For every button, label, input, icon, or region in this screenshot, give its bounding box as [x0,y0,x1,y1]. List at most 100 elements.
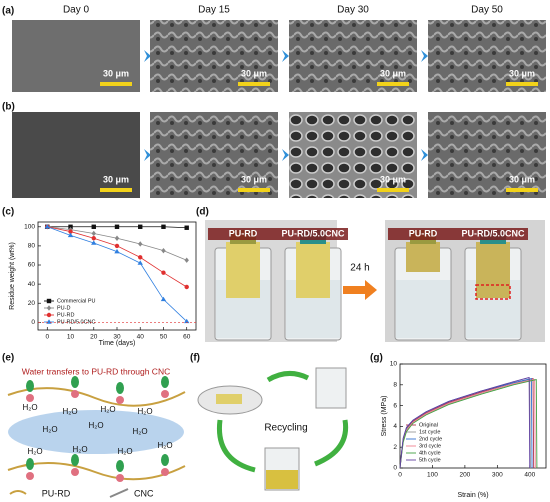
day-label: Day 50 [471,5,503,16]
marker [44,224,50,229]
panel-label: (g) [370,353,383,364]
legend-label: Commercial PU [57,298,96,304]
scale-bar [377,188,409,192]
group [71,390,79,398]
scale-bar-label: 30 μm [380,68,406,78]
y-tick-label: 20 [28,300,36,307]
group [26,380,34,392]
y-tick-label: 60 [28,262,36,269]
day-label: Day 0 [63,5,90,16]
scale-bar [238,82,270,86]
molecule-label: H₂O [117,447,132,456]
y-tick-label: 2 [393,444,397,451]
x-tick-label: 300 [492,472,503,479]
chevron [282,50,289,62]
scale-bar-label: 30 μm [103,174,129,184]
legend-label: 3rd cycle [419,443,441,449]
group [71,376,79,388]
legend-label: PU-RD [57,312,74,318]
group [116,382,124,394]
molecule-label: H₂O [132,427,147,436]
water [396,280,450,338]
sem-image [12,112,140,198]
group [71,468,79,476]
x-tick-label: 40 [137,334,145,341]
scale-bar-label: 30 μm [103,68,129,78]
marker [91,230,96,237]
film [296,242,330,298]
marker [114,235,120,241]
x-axis-label: Time (days) [99,340,136,347]
cycle-arrow [266,371,310,383]
y-tick-label: 8 [393,382,397,389]
panel-label: (f) [190,353,200,364]
legend-marker [46,319,52,324]
group [116,460,124,472]
panel-label: (c) [2,207,14,218]
molecule-label: H₂O [62,407,77,416]
chevron [144,50,151,62]
scale-bar-label: 30 μm [380,174,406,184]
molecule-label: H₂O [137,407,152,416]
polymer-chain [7,462,186,481]
diagram-title: Water transfers to PU-RD through CNC [22,366,170,376]
marker [184,318,190,324]
series-line [47,226,187,261]
group [116,474,124,482]
scale-bar [100,188,132,192]
marker [91,224,96,229]
scale-bar [506,188,538,192]
marker [68,229,73,234]
y-tick-label: 0 [31,319,35,326]
marker [114,243,120,249]
marker [138,255,143,260]
molecule-label: H₂O [22,403,37,412]
y-axis-label: Residue weight (wt%) [9,242,16,310]
y-tick-label: 10 [390,361,398,368]
marker [184,284,189,290]
cycle-arrow [314,419,349,467]
marker [114,224,120,229]
y-tick-label: 100 [24,223,35,230]
film [476,242,510,298]
marker [161,247,166,254]
scale-bar-label: 30 μm [509,68,535,78]
legend-label: PU-RD/5.0CNC [57,319,96,325]
sample-label: PU-RD/5.0CNC [461,228,525,238]
legend-marker [46,305,52,311]
legend-icon [9,490,27,495]
marker [114,248,120,254]
legend-marker [46,298,52,304]
marker [91,236,96,241]
x-axis-label: Strain (%) [457,492,488,499]
legend-label: 2nd cycle [419,436,442,442]
chevron [144,149,151,161]
sem-image [150,112,278,198]
cnc-bundle [8,410,184,454]
legend-label: Original [419,422,438,428]
arrow [343,280,377,300]
molecule-label: H₂O [27,447,42,456]
group [71,454,79,466]
group [161,454,169,466]
beaker [315,367,347,409]
series-line [399,376,531,469]
group [26,472,34,480]
group [116,396,124,404]
tag-bg [278,228,348,240]
scale-bar-label: 30 μm [241,174,267,184]
group [161,376,169,388]
group [161,468,169,476]
highlight-box [475,284,511,300]
legend-text: CNC [134,488,154,498]
plot-frame [399,363,547,469]
legend-icon [109,488,129,498]
film [406,242,440,272]
sem-image [428,112,546,198]
panel-label: (d) [196,207,209,218]
scale-bar [100,82,132,86]
scale-bar-label: 30 μm [241,68,267,78]
legend-label: 4th cycle [419,450,441,456]
panel-label: (b) [2,102,15,113]
